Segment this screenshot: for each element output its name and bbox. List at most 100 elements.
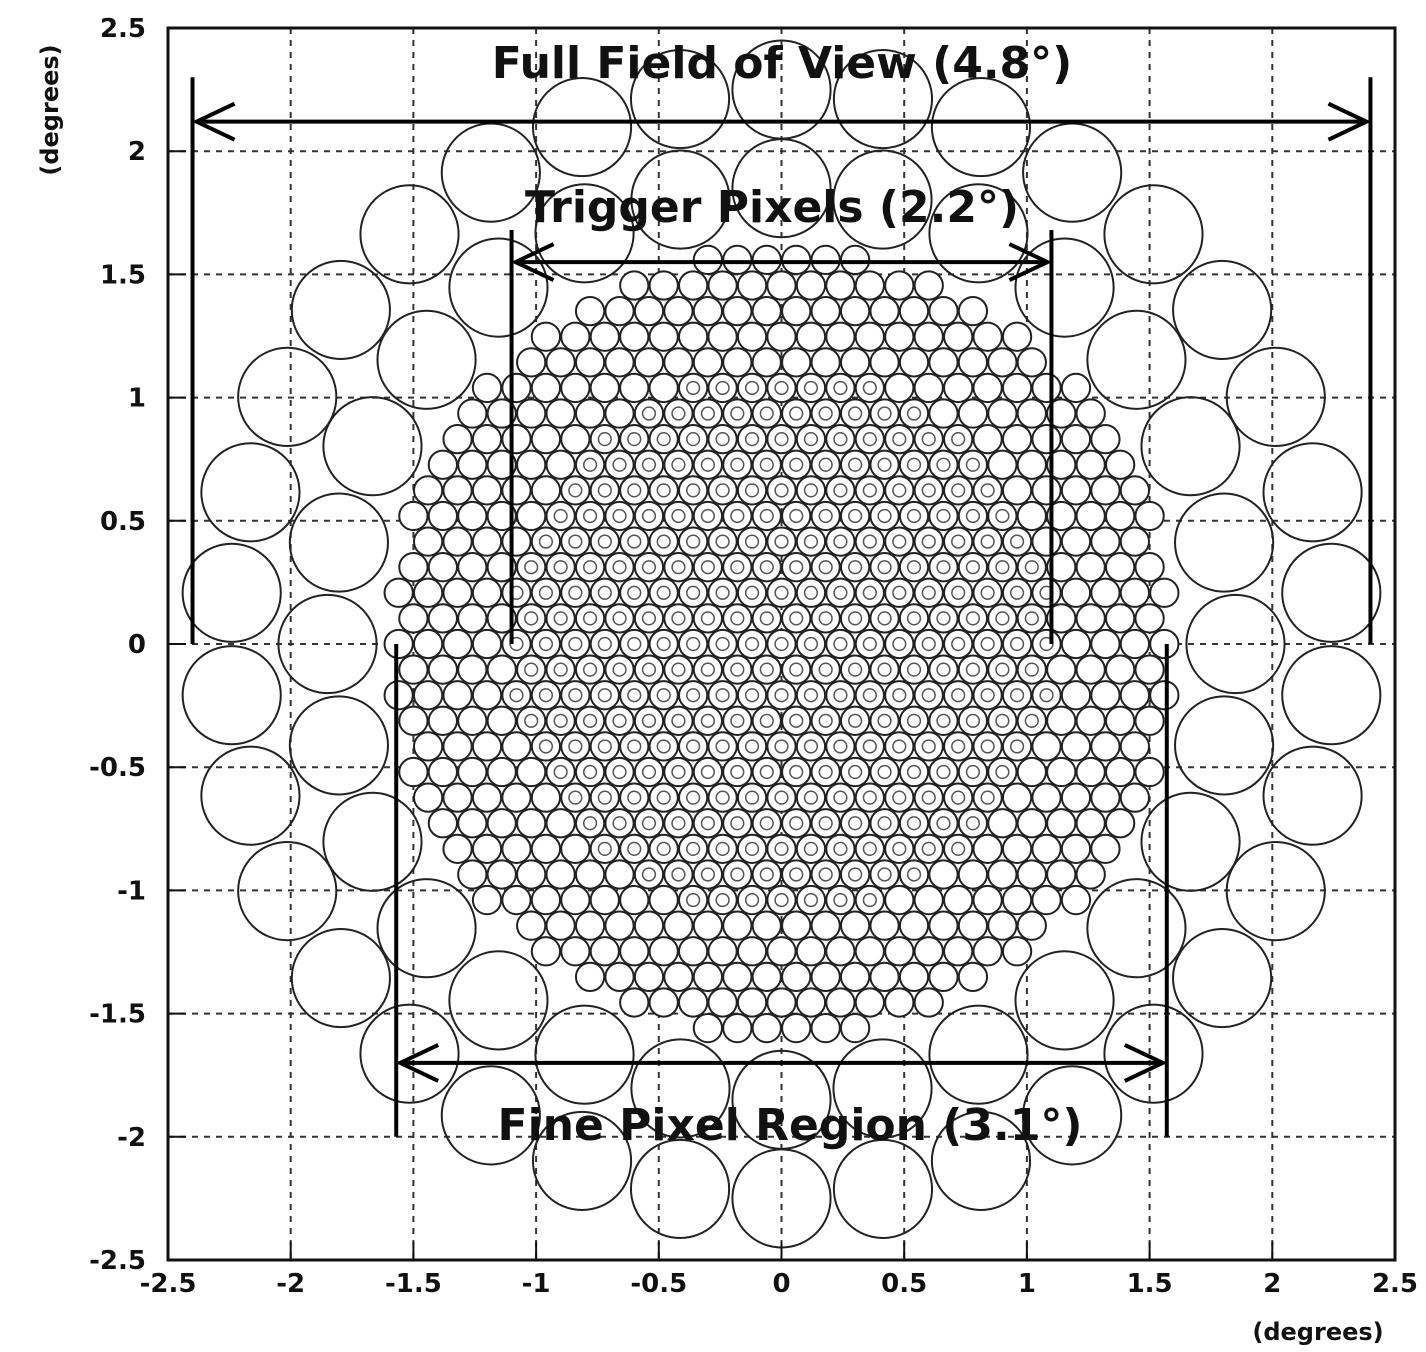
trigger-pixel-core xyxy=(656,534,671,549)
fine-pixel xyxy=(1046,705,1077,736)
fine-pixel xyxy=(530,936,562,967)
trigger-pixel-core xyxy=(671,560,686,575)
fine-pixel xyxy=(398,756,429,788)
trigger-pixel-core xyxy=(921,739,936,754)
fine-pixel xyxy=(574,705,606,736)
fine-pixel xyxy=(1046,859,1077,890)
fine-pixel xyxy=(913,321,944,352)
fine-pixel xyxy=(398,500,429,532)
fine-pixel xyxy=(781,654,812,685)
fine-pixel xyxy=(530,782,562,813)
fine-pixel xyxy=(972,321,1003,352)
fine-pixel xyxy=(442,628,473,660)
trigger-pixel-core xyxy=(612,508,627,524)
trigger-pixel-core xyxy=(774,688,789,703)
fine-pixel xyxy=(574,449,606,480)
fine-pixel xyxy=(810,961,841,993)
fine-pixel xyxy=(574,295,606,327)
trigger-pixel-core xyxy=(1009,688,1025,703)
fine-pixel xyxy=(913,884,944,916)
fine-pixel xyxy=(560,782,591,813)
fine-pixel xyxy=(839,449,871,480)
fine-pixel xyxy=(795,270,827,301)
fine-pixel xyxy=(884,731,915,762)
fine-pixel xyxy=(545,398,576,429)
fine-pixel xyxy=(869,603,900,634)
fine-pixel xyxy=(604,449,635,480)
fine-pixel xyxy=(869,347,900,378)
fine-pixel xyxy=(987,910,1018,941)
fine-pixel xyxy=(884,372,915,404)
fine-pixel xyxy=(412,782,444,813)
fine-pixel xyxy=(1134,654,1165,685)
outer-pixel xyxy=(534,1004,635,1105)
outer-pixel xyxy=(832,48,934,150)
fine-pixel xyxy=(1075,654,1106,685)
fine-pixel xyxy=(530,321,562,352)
fine-pixel xyxy=(545,910,576,941)
fine-pixel xyxy=(839,347,871,378)
fine-pixel xyxy=(722,244,753,276)
fine-pixel xyxy=(633,500,665,532)
fine-pixel xyxy=(854,987,885,1018)
fine-pixel xyxy=(825,628,856,660)
fine-pixel xyxy=(442,833,473,864)
trigger-pixel-core xyxy=(524,560,539,575)
trigger-pixel-core xyxy=(789,764,804,780)
trigger-pixel-core xyxy=(700,457,715,472)
trigger-pixel-core xyxy=(568,636,583,652)
outer-pixel xyxy=(1174,695,1275,796)
outer-pixel xyxy=(1185,593,1286,695)
fine-pixel xyxy=(545,552,576,583)
trigger-pixel-core xyxy=(818,662,833,677)
fine-pixel xyxy=(427,705,458,736)
trigger-pixel-core xyxy=(627,534,642,549)
fine-pixel xyxy=(457,756,488,788)
fine-pixel xyxy=(913,475,944,506)
fine-pixel xyxy=(795,680,827,711)
fine-pixel xyxy=(884,884,915,916)
trigger-pixel-core xyxy=(818,867,833,882)
trigger-pixel-core xyxy=(509,688,524,703)
trigger-pixel-core xyxy=(641,508,657,524)
fine-pixel xyxy=(619,731,650,762)
outer-pixel xyxy=(832,1138,934,1240)
fine-pixel xyxy=(722,449,753,480)
fine-pixel xyxy=(707,270,738,301)
trigger-pixel-core xyxy=(686,739,701,754)
trigger-pixel-core xyxy=(597,432,612,447)
fine-pixel xyxy=(736,372,768,404)
trigger-pixel-core xyxy=(686,636,701,652)
fine-pixel xyxy=(1090,424,1121,455)
fine-pixel xyxy=(457,449,488,480)
fine-pixel xyxy=(854,833,885,864)
fine-pixel xyxy=(663,500,694,532)
fine-pixel xyxy=(957,654,989,685)
y-tick-label: -1.5 xyxy=(89,1000,146,1030)
fine-pixel xyxy=(1001,475,1033,506)
fine-pixel xyxy=(545,705,576,736)
fine-pixel xyxy=(619,628,650,660)
fine-pixel xyxy=(589,680,620,711)
fine-pixel xyxy=(707,372,738,404)
fine-pixel xyxy=(471,884,503,916)
fine-pixel xyxy=(884,936,915,967)
fine-pixel xyxy=(839,756,871,788)
outer-pixel xyxy=(930,76,1032,178)
fine-pixel xyxy=(1016,398,1047,429)
fine-pixel xyxy=(825,884,856,916)
fine-pixel xyxy=(692,859,724,890)
fine-pixel xyxy=(825,372,856,404)
trigger-pixel-core xyxy=(789,713,804,728)
outer-pixel xyxy=(531,1110,633,1212)
trigger-pixel-core xyxy=(730,867,745,882)
fine-pixel xyxy=(766,936,797,967)
fine-pixel xyxy=(589,372,620,404)
fine-pixel xyxy=(722,552,753,583)
trigger-pixel-core xyxy=(774,841,789,856)
fine-pixel xyxy=(781,910,812,941)
fine-pixel xyxy=(913,782,944,813)
fine-pixel xyxy=(1001,321,1033,352)
fine-pixel xyxy=(1060,526,1092,557)
